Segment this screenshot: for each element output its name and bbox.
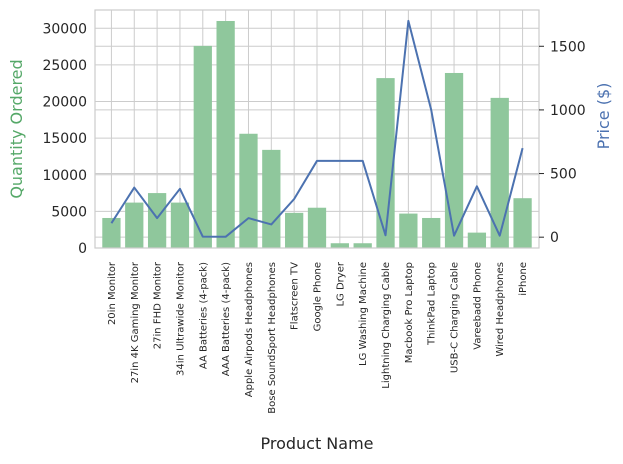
x-tick-label: USB-C Charging Cable [450,262,461,373]
line-series [110,19,524,238]
left-tick-label: 15000 [42,131,87,147]
x-tick-label: Wired Headphones [495,262,506,357]
x-tick-label: 27in FHD Monitor [153,261,164,349]
x-tick-label: LG Washing Machine [358,262,369,366]
x-tick-label: Vareebadd Phone [472,262,483,350]
x-tick-label: Macbook Pro Laptop [404,262,415,363]
bar [125,202,144,248]
bar-series [102,20,532,249]
x-tick-label: Google Phone [313,262,324,331]
bar [444,72,464,249]
bar [170,202,190,248]
right-tick-label: 1500 [550,39,586,55]
bar [353,243,372,248]
x-axis-ticks: 20in Monitor 27in 4K Gaming Monitor 27in F… [107,261,529,414]
right-axis-label: Price ($) [594,83,613,150]
x-tick-label: Bose SoundSport Headphones [267,262,278,414]
bar [467,232,487,248]
price-line [110,19,524,238]
left-tick-label: 30000 [42,21,87,37]
bar [399,213,418,248]
x-tick-label: 27in 4K Gaming Monitor [130,261,141,383]
bar [102,217,121,248]
bar [513,198,532,248]
bar [330,243,349,248]
x-tick-label: Lightning Charging Cable [381,262,392,389]
x-axis-label: Product Name [260,434,373,453]
left-tick-label: 10000 [42,168,87,184]
x-tick-label: LG Dryer [335,261,346,306]
bar [239,133,258,248]
right-axis-ticks: 0 500 1000 1500 [539,39,586,246]
left-tick-label: 25000 [42,58,87,74]
x-tick-label: Flatscreen TV [290,262,301,330]
x-tick-label: ThinkPad Laptop [427,262,438,346]
bar [147,193,167,248]
left-tick-label: 0 [78,241,87,257]
x-tick-label: Apple Airpods Headphones [244,262,255,397]
bar [376,78,395,248]
x-tick-label: iPhone [518,262,529,296]
bar [285,212,304,248]
left-axis-ticks: 0 5000 10000 15000 20000 25000 30000 [42,21,87,257]
bar [193,45,212,249]
left-axis-label: Quantity Ordered [7,59,26,198]
right-tick-label: 0 [550,230,559,246]
bar [216,20,235,248]
plot-frame [94,9,540,249]
x-tick-label: 34in Ultrawide Monitor [175,261,186,376]
right-tick-label: 1000 [550,103,586,119]
bar [307,207,327,248]
x-tick-label: 20in Monitor [107,261,118,325]
left-tick-label: 5000 [51,204,87,220]
bar [422,217,441,248]
right-tick-label: 500 [550,167,577,183]
x-tick-label: AAA Batteries (4-pack) [221,262,232,376]
bar [490,97,509,248]
left-tick-label: 20000 [42,95,87,111]
bar [262,149,281,248]
x-tick-label: AA Batteries (4-pack) [198,262,209,369]
